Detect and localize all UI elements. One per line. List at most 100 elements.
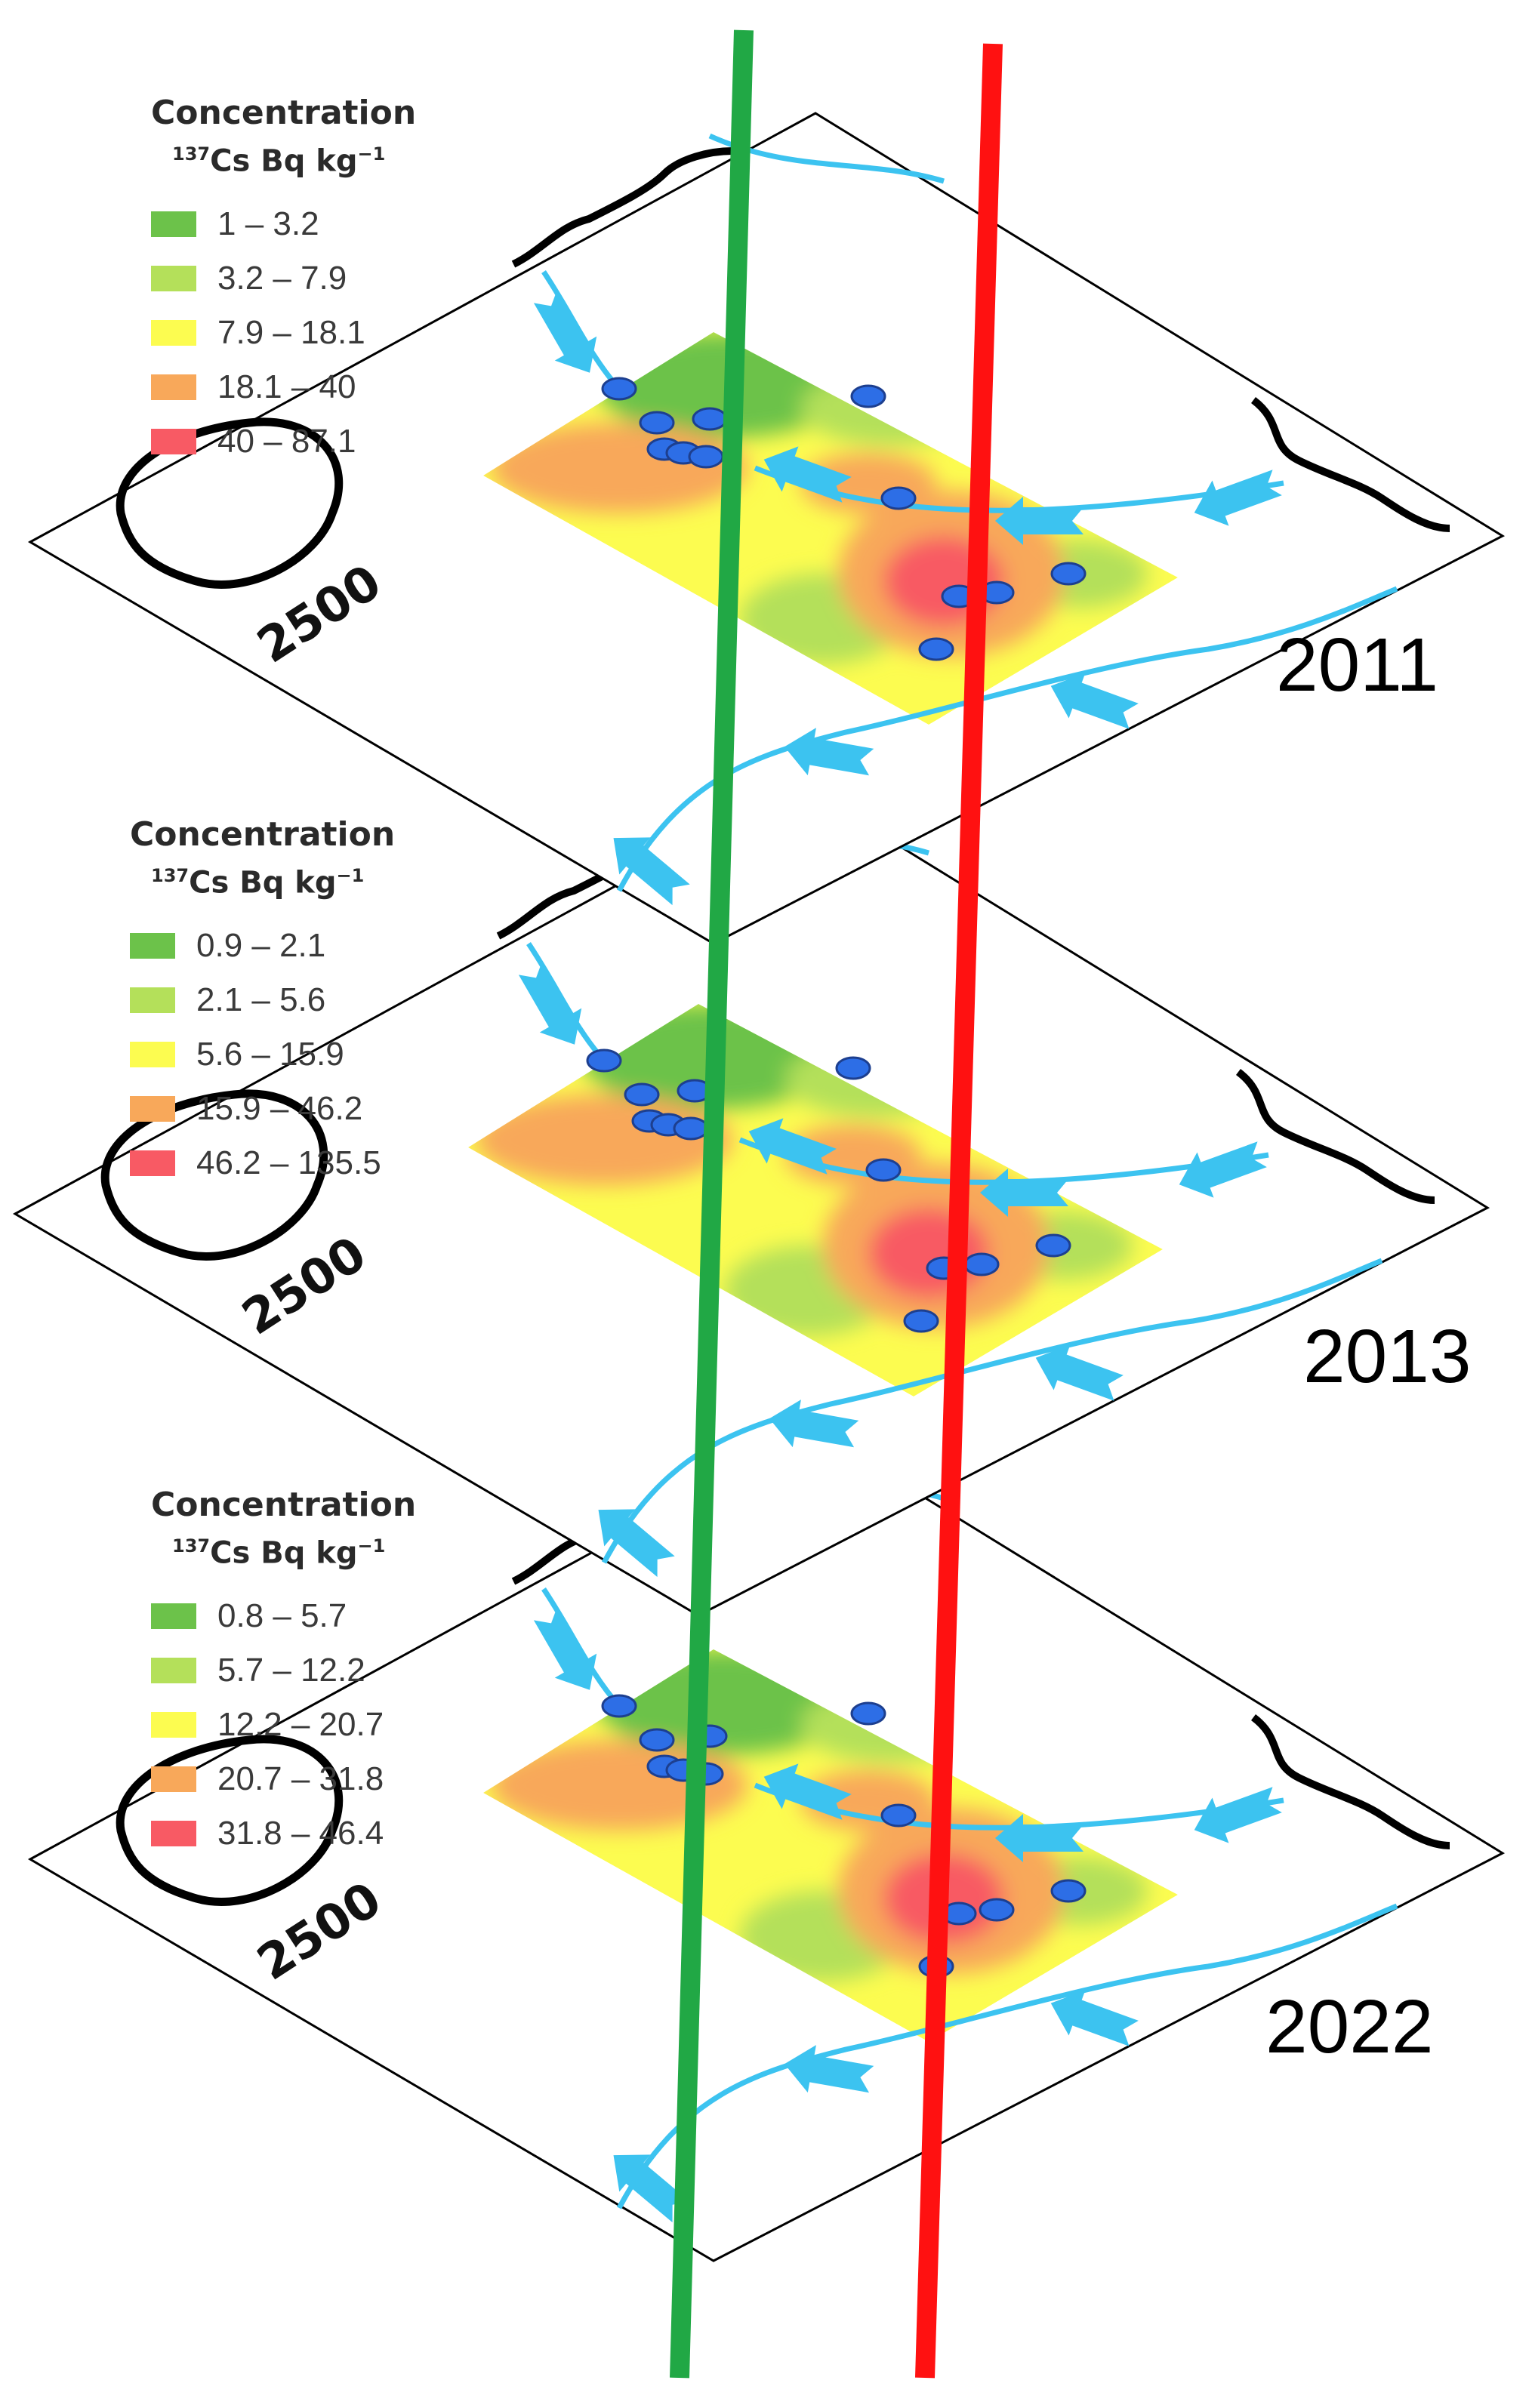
legend-row: 40 – 87.1 bbox=[151, 414, 476, 469]
flow-arrow bbox=[1035, 1344, 1124, 1401]
sample-point bbox=[601, 1694, 637, 1718]
legend-swatch bbox=[151, 1603, 196, 1630]
legend-row: 46.2 – 135.5 bbox=[130, 1136, 455, 1190]
legend-label: 5.7 – 12.2 bbox=[217, 1652, 365, 1689]
legend-2022: Concentration 137Cs Bq kg−1 0.8 – 5.7 5.… bbox=[151, 1484, 476, 1861]
flow-arrow bbox=[533, 289, 597, 373]
legend-label: 20.7 – 31.8 bbox=[217, 1760, 384, 1798]
legend-unit-isotope: 137 bbox=[172, 1535, 211, 1557]
arrow-shape bbox=[995, 1814, 1083, 1862]
sample-point bbox=[688, 445, 724, 469]
flow-arrow bbox=[598, 1509, 675, 1578]
arrow-shape bbox=[598, 1509, 675, 1578]
legend-unit-exponent: −1 bbox=[357, 143, 386, 165]
legend-unit-exponent: −1 bbox=[336, 865, 365, 886]
sample-point bbox=[979, 1898, 1015, 1922]
sample-point bbox=[865, 1158, 902, 1182]
legend-unit-isotope: 137 bbox=[151, 865, 190, 886]
legend-label: 0.9 – 2.1 bbox=[196, 927, 326, 965]
legend-unit: 137Cs Bq kg−1 bbox=[151, 134, 476, 180]
sample-point bbox=[918, 637, 954, 661]
arrow-shape bbox=[784, 728, 874, 776]
arrow-shape bbox=[1179, 1141, 1267, 1198]
legend-title: Concentration bbox=[151, 94, 417, 132]
map-panel-2013: 2500 bbox=[12, 784, 1490, 1617]
sample-point bbox=[586, 1048, 622, 1073]
year-label-2011: 2011 bbox=[1276, 623, 1439, 707]
sample-point bbox=[639, 411, 675, 435]
arrow-shape bbox=[518, 961, 582, 1045]
shoreline-outline bbox=[1250, 1714, 1450, 1849]
arrow-shape bbox=[533, 289, 597, 373]
shoreline-outline bbox=[1235, 1069, 1435, 1204]
legend-label: 15.9 – 46.2 bbox=[196, 1090, 363, 1128]
zone-class5 bbox=[868, 1208, 989, 1298]
flow-arrow bbox=[748, 1118, 837, 1175]
arrow-shape bbox=[748, 1118, 837, 1175]
map-panel-2022: 2500 bbox=[27, 1429, 1506, 2262]
legend-row: 2.1 – 5.6 bbox=[130, 973, 455, 1027]
legend-row: 15.9 – 46.2 bbox=[130, 1082, 455, 1136]
shoreline-outline bbox=[511, 147, 733, 268]
arrow-shape bbox=[1050, 673, 1139, 729]
legend-swatch bbox=[151, 320, 196, 346]
legend-row: 7.9 – 18.1 bbox=[151, 306, 476, 360]
shoreline-outline bbox=[1250, 397, 1450, 532]
legend-row: 5.6 – 15.9 bbox=[130, 1027, 455, 1082]
year-label-2013: 2013 bbox=[1303, 1314, 1472, 1399]
legend-swatch bbox=[151, 1712, 196, 1738]
arrow-shape bbox=[613, 2154, 690, 2223]
sample-point bbox=[1050, 562, 1087, 586]
legend-row: 12.2 – 20.7 bbox=[151, 1698, 476, 1752]
legend-swatch bbox=[151, 211, 196, 238]
arrow-shape bbox=[1050, 1990, 1139, 2046]
sample-point bbox=[903, 1309, 939, 1333]
legend-row: 5.7 – 12.2 bbox=[151, 1643, 476, 1698]
sample-point bbox=[850, 1701, 886, 1726]
legend-label: 5.6 – 15.9 bbox=[196, 1036, 344, 1073]
legend-label: 46.2 – 135.5 bbox=[196, 1144, 381, 1182]
legend-2013: Concentration 137Cs Bq kg−1 0.9 – 2.1 2.… bbox=[130, 814, 455, 1190]
flow-arrow bbox=[1050, 1990, 1139, 2046]
legend-row: 0.9 – 2.1 bbox=[130, 919, 455, 973]
flow-arrow bbox=[613, 837, 690, 906]
sample-point bbox=[624, 1082, 660, 1107]
legend-title: Concentration bbox=[130, 815, 396, 854]
red-transect-line bbox=[915, 43, 1003, 2379]
arrow-shape bbox=[995, 497, 1083, 545]
legend-label: 12.2 – 20.7 bbox=[217, 1706, 384, 1744]
arrow-shape bbox=[763, 446, 852, 503]
flow-arrow bbox=[1050, 673, 1139, 729]
legend-label: 31.8 – 46.4 bbox=[217, 1815, 384, 1852]
flow-arrow bbox=[784, 2045, 874, 2093]
legend-unit-isotope: 137 bbox=[172, 143, 211, 165]
arrow-shape bbox=[1194, 470, 1282, 526]
flow-arrow bbox=[763, 446, 852, 503]
legend-row: 0.8 – 5.7 bbox=[151, 1589, 476, 1643]
sample-point bbox=[880, 1803, 917, 1828]
legend-unit: 137Cs Bq kg−1 bbox=[151, 1526, 476, 1572]
legend-swatch bbox=[130, 1042, 175, 1068]
legend-swatch bbox=[130, 933, 175, 959]
arrow-shape bbox=[1035, 1344, 1124, 1401]
flow-arrow bbox=[995, 497, 1083, 545]
flow-arrow bbox=[1179, 1141, 1267, 1198]
sample-point bbox=[1050, 1879, 1087, 1903]
arrow-shape bbox=[613, 837, 690, 906]
legend-label: 7.9 – 18.1 bbox=[217, 314, 365, 352]
map-panel-2011: 2500 bbox=[27, 112, 1506, 945]
flow-arrow bbox=[1194, 470, 1282, 526]
year-label-2022: 2022 bbox=[1265, 1985, 1434, 2069]
sample-point bbox=[835, 1056, 871, 1080]
flow-arrow bbox=[769, 1400, 859, 1448]
legend-label: 40 – 87.1 bbox=[217, 423, 356, 460]
flow-arrow bbox=[995, 1814, 1083, 1862]
legend-unit: 137Cs Bq kg−1 bbox=[130, 856, 455, 902]
flow-arrow bbox=[763, 1763, 852, 1820]
legend-swatch bbox=[151, 1821, 196, 1847]
legend-unit-text: Cs Bq kg bbox=[210, 143, 358, 179]
legend-swatch bbox=[151, 374, 196, 401]
legend-label: 2.1 – 5.6 bbox=[196, 981, 326, 1019]
